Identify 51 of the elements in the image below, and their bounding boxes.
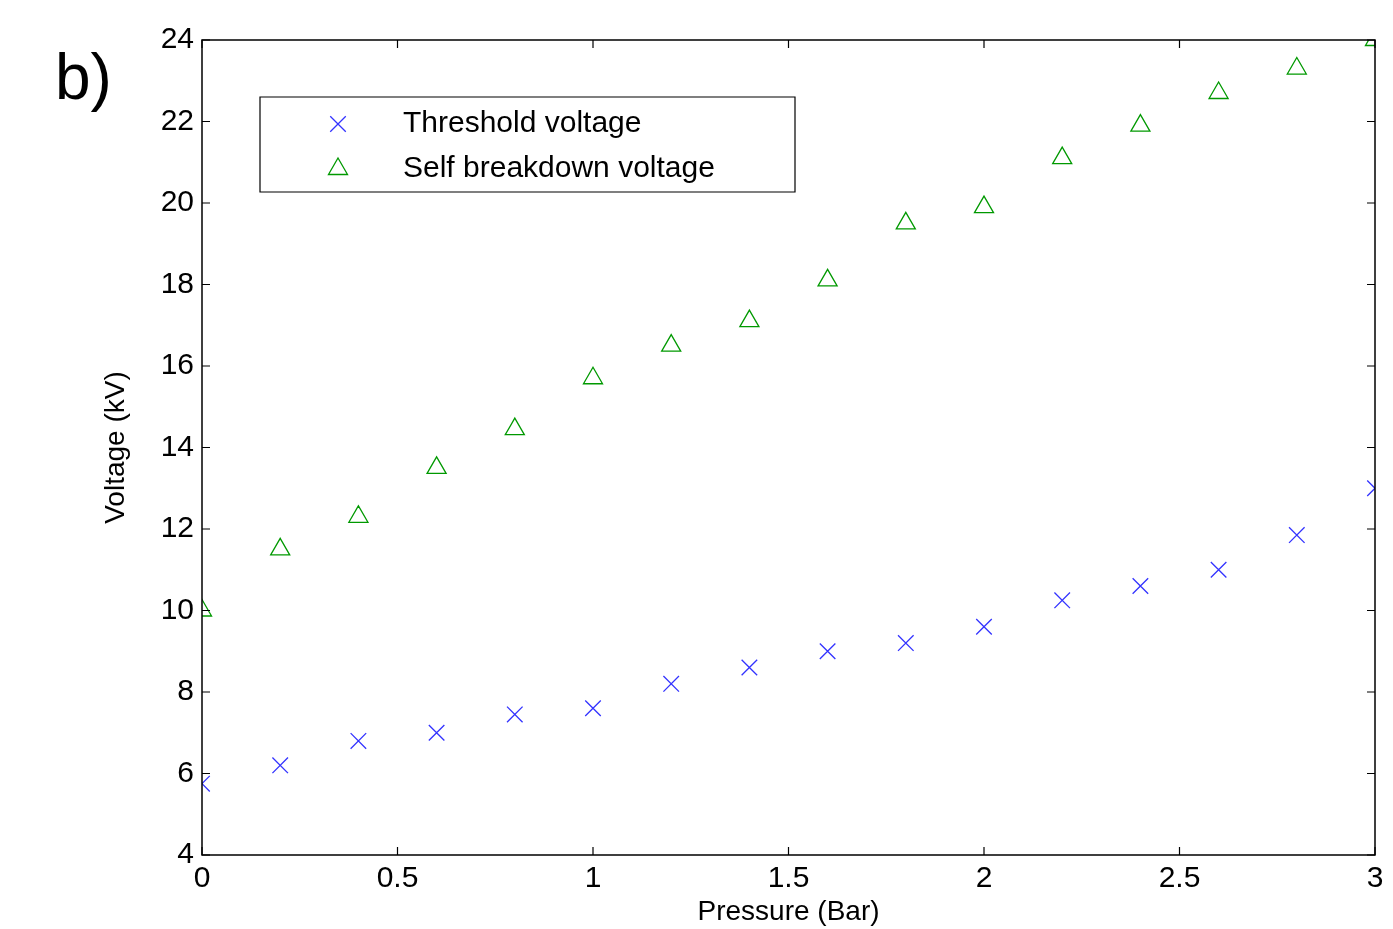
point bbox=[270, 537, 291, 556]
point bbox=[1288, 526, 1306, 544]
point bbox=[661, 333, 682, 352]
point bbox=[895, 211, 916, 230]
x-tick-label: 0.5 bbox=[376, 860, 419, 894]
point bbox=[582, 366, 604, 385]
point bbox=[349, 732, 367, 750]
y-tick-label: 24 bbox=[160, 21, 194, 55]
x-tick-label: 1 bbox=[584, 860, 602, 894]
point bbox=[426, 456, 447, 475]
point bbox=[584, 699, 602, 717]
y-tick-label: 14 bbox=[160, 428, 194, 462]
point bbox=[975, 618, 993, 636]
x-tick-label: 1.5 bbox=[767, 860, 810, 894]
x-tick-label: 2.5 bbox=[1158, 860, 1201, 894]
x-tick-label: 0 bbox=[193, 860, 211, 894]
point bbox=[1131, 577, 1149, 595]
y-tick-label: 18 bbox=[160, 265, 194, 299]
legend-label: Self breakdown voltage bbox=[403, 150, 715, 184]
y-tick-label: 10 bbox=[160, 591, 194, 625]
y-tick-label: 20 bbox=[160, 184, 194, 218]
y-axis-title: Voltage (kV) bbox=[98, 371, 130, 524]
x-tick-label: 2 bbox=[975, 860, 993, 894]
point bbox=[662, 675, 680, 693]
point bbox=[271, 756, 289, 774]
point bbox=[897, 634, 915, 652]
point bbox=[1210, 561, 1228, 579]
x-axis-title: Pressure (Bar) bbox=[697, 894, 880, 926]
point bbox=[348, 505, 369, 523]
y-tick-label: 8 bbox=[177, 673, 194, 707]
point bbox=[739, 309, 760, 328]
y-tick-label: 12 bbox=[160, 510, 194, 544]
y-tick-label: 22 bbox=[160, 102, 194, 136]
point bbox=[817, 268, 838, 287]
x-tick-label: 3 bbox=[1366, 860, 1384, 894]
point bbox=[973, 195, 995, 214]
y-tick-label: 6 bbox=[177, 754, 194, 788]
point bbox=[504, 417, 525, 436]
point bbox=[1053, 591, 1071, 609]
point bbox=[506, 705, 524, 723]
legend-label: Threshold voltage bbox=[403, 105, 642, 139]
point bbox=[1286, 56, 1307, 75]
y-tick-label: 16 bbox=[160, 347, 194, 381]
point bbox=[1208, 81, 1229, 100]
point bbox=[1052, 146, 1073, 165]
y-tick-label: 4 bbox=[177, 836, 194, 870]
point bbox=[428, 724, 446, 742]
point bbox=[1130, 113, 1151, 132]
point bbox=[819, 642, 837, 660]
point bbox=[740, 659, 758, 676]
text: b) bbox=[55, 40, 112, 114]
